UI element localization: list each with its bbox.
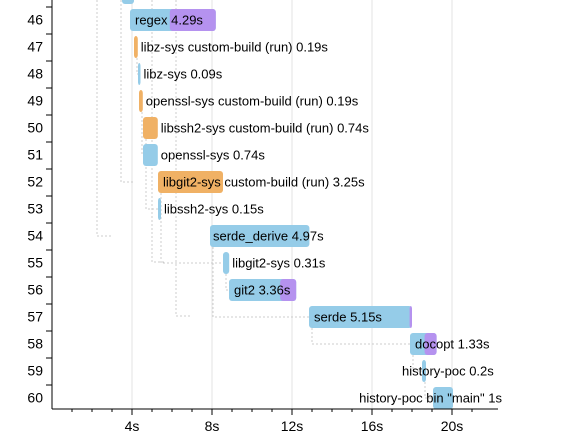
unit-bar-55[interactable] [223,252,230,274]
dependency-line [424,382,433,399]
unit-label-59: history-poc 0.2s [402,364,494,379]
row-index-label: 55 [27,255,43,271]
dependency-line [412,355,422,372]
unit-bar-codegen-56 [280,279,297,301]
row-index-label: 46 [27,12,43,28]
unit-labels: regex 4.29s libz-sys custom-build (run) 0… [135,13,502,406]
x-tick-label: 12s [281,418,304,434]
row-index-label: 59 [27,363,43,379]
dependency-line-upstream [175,0,190,317]
row-index-label: 56 [27,282,43,298]
dependency-line [160,193,223,264]
unit-label-52: libgit2-sys custom-build (run) 3.25s [163,175,365,190]
unit-label-60: history-poc bin "main" 1s [359,391,502,406]
unit-bar-47[interactable] [134,36,138,58]
unit-bar-60[interactable] [433,387,453,409]
axes: 46 47 48 49 50 51 52 53 54 55 56 57 58 59 60 4s 8s 12s 16s… [27,0,498,434]
row-index-label: 58 [27,336,43,352]
row-index-label: 51 [27,147,43,163]
x-tick-label: 4s [125,418,140,434]
unit-label-54: serde_derive 4.97s [213,229,324,244]
row-index-label: 60 [27,390,43,406]
unit-bar-codegen-58 [424,333,437,355]
row-index-label: 52 [27,174,43,190]
unit-bar-52[interactable] [158,171,223,193]
dependency-line [225,274,229,291]
dependency-line [136,58,138,75]
unit-bar-59[interactable] [422,360,426,382]
unit-label-50: libssh2-sys custom-build (run) 0.74s [161,121,370,136]
dependency-line [311,328,410,345]
dependency-line-upstream [120,0,135,183]
unit-label-56: git2 3.36s [234,283,291,298]
unit-label-47: libz-sys custom-build (run) 0.19s [141,40,329,55]
unit-bar-partial [122,0,134,4]
unit-label-48: libz-sys 0.09s [144,67,223,82]
dependency-line [145,139,158,210]
unit-bar-53[interactable] [158,198,161,220]
unit-bar-56[interactable] [229,279,297,301]
dependency-line-upstream [96,0,111,237]
unit-label-51: openssl-sys 0.74s [161,148,266,163]
unit-bar-54[interactable] [210,225,310,247]
vertical-gridlines [131,0,453,409]
row-index-label: 57 [27,309,43,325]
row-index-label: 53 [27,201,43,217]
row-index-label: 47 [27,39,43,55]
unit-bar-codegen-57 [409,306,412,328]
dependency-line [141,112,143,156]
unit-label-46: regex 4.29s [135,13,203,28]
unit-bars [122,0,453,409]
unit-bar-48[interactable] [138,63,141,85]
dependency-lines [96,0,433,399]
unit-bar-57[interactable] [309,306,412,328]
x-tick-label: 8s [205,418,220,434]
unit-bar-51[interactable] [143,144,158,166]
unit-bar-50[interactable] [143,117,158,139]
row-index-label: 49 [27,93,43,109]
row-index-label: 48 [27,66,43,82]
x-tick-label: 20s [441,418,464,434]
row-index-label: 54 [27,228,43,244]
unit-bar-codegen-46 [169,9,216,31]
unit-label-49: openssl-sys custom-build (run) 0.19s [146,94,359,109]
unit-label-55: libgit2-sys 0.31s [232,256,326,271]
unit-label-53: libssh2-sys 0.15s [164,202,264,217]
dependency-line-upstream [151,0,166,263]
unit-label-58: docopt 1.33s [415,337,490,352]
row-index-label: 50 [27,120,43,136]
unit-bar-49[interactable] [139,90,143,112]
x-tick-label: 16s [361,418,384,434]
unit-label-57: serde 5.15s [314,310,382,325]
dependency-line [212,247,309,318]
